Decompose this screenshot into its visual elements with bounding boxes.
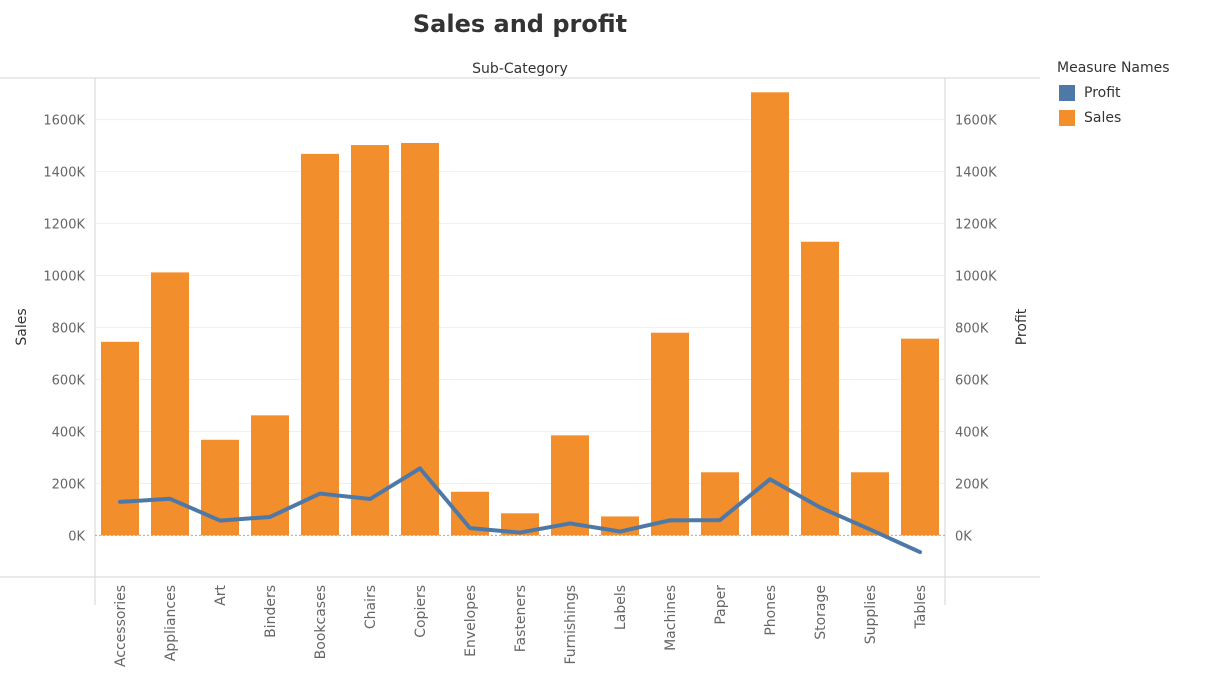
x-tick-label-accessories: Accessories [113, 585, 129, 667]
y-tick-label-left: 0K [68, 529, 85, 544]
y-axis-left: 0K 200K 400K 600K 800K 1000K 1200K 1400K 1600K [43, 114, 85, 545]
y-tick-label-right: 200K [955, 477, 989, 492]
y-tick-label-right: 600K [955, 373, 989, 388]
x-tick-label-storage: Storage [813, 585, 829, 640]
x-tick-label-phones: Phones [763, 585, 779, 636]
x-tick-label-bookcases: Bookcases [313, 585, 329, 659]
y-tick-label-right: 400K [955, 425, 989, 440]
x-tick-label-copiers: Copiers [413, 585, 429, 638]
bar-phones [751, 92, 789, 535]
legend-item-sales[interactable]: Sales [1057, 105, 1170, 130]
legend-label-sales: Sales [1084, 110, 1121, 126]
legend-swatch-profit [1059, 85, 1075, 101]
bar-tables [901, 339, 939, 536]
y-tick-label-right: 1000K [955, 270, 997, 285]
y-tick-label-left: 1400K [43, 166, 85, 181]
y-tick-label-left: 1200K [43, 218, 85, 233]
y-tick-label-right: 1600K [955, 114, 997, 129]
sales-bars [101, 92, 939, 535]
x-tick-label-tables: Tables [913, 585, 929, 630]
x-tick-label-furnishings: Furnishings [563, 585, 579, 665]
y-tick-label-left: 200K [52, 477, 86, 492]
legend-item-profit[interactable]: Profit [1057, 80, 1170, 105]
y-axis-title-left: Sales [14, 308, 30, 345]
y-tick-label-right: 0K [955, 529, 972, 544]
x-tick-label-art: Art [213, 584, 229, 605]
bar-appliances [151, 272, 189, 535]
y-tick-label-right: 800K [955, 322, 989, 337]
bar-supplies [851, 472, 889, 535]
bar-machines [651, 333, 689, 536]
x-tick-label-supplies: Supplies [863, 585, 879, 644]
bar-bookcases [301, 154, 339, 536]
y-tick-label-left: 1600K [43, 114, 85, 129]
x-tick-label-binders: Binders [263, 585, 279, 638]
x-axis: Accessories Appliances Art Binders Bookcases… [113, 584, 929, 667]
bar-accessories [101, 342, 139, 536]
legend-title: Measure Names [1057, 60, 1170, 76]
profit-polyline [120, 468, 920, 552]
legend-swatch-sales [1059, 110, 1075, 126]
x-tick-label-labels: Labels [613, 585, 629, 630]
x-tick-label-envelopes: Envelopes [463, 585, 479, 657]
y-tick-label-left: 1000K [43, 270, 85, 285]
x-tick-label-machines: Machines [663, 585, 679, 651]
x-tick-label-fasteners: Fasteners [513, 585, 529, 652]
bar-paper [701, 472, 739, 535]
y-tick-label-right: 1400K [955, 166, 997, 181]
x-tick-label-appliances: Appliances [163, 585, 179, 661]
bar-storage [801, 242, 839, 536]
x-tick-label-paper: Paper [713, 585, 729, 625]
y-tick-label-left: 800K [52, 322, 86, 337]
bar-furnishings [551, 435, 589, 535]
legend-label-profit: Profit [1084, 85, 1121, 101]
legend: Measure Names Profit Sales [1057, 60, 1170, 130]
bar-chairs [351, 145, 389, 535]
y-tick-label-right: 1200K [955, 218, 997, 233]
y-tick-label-left: 400K [52, 425, 86, 440]
profit-line [120, 468, 920, 552]
y-axis-right: 0K 200K 400K 600K 800K 1000K 1200K 1400K 1600K [955, 114, 997, 545]
y-tick-label-left: 600K [52, 373, 86, 388]
column-header: Sub-Category [472, 61, 568, 77]
x-tick-label-chairs: Chairs [363, 585, 379, 629]
y-axis-title-right: Profit [1014, 308, 1030, 345]
